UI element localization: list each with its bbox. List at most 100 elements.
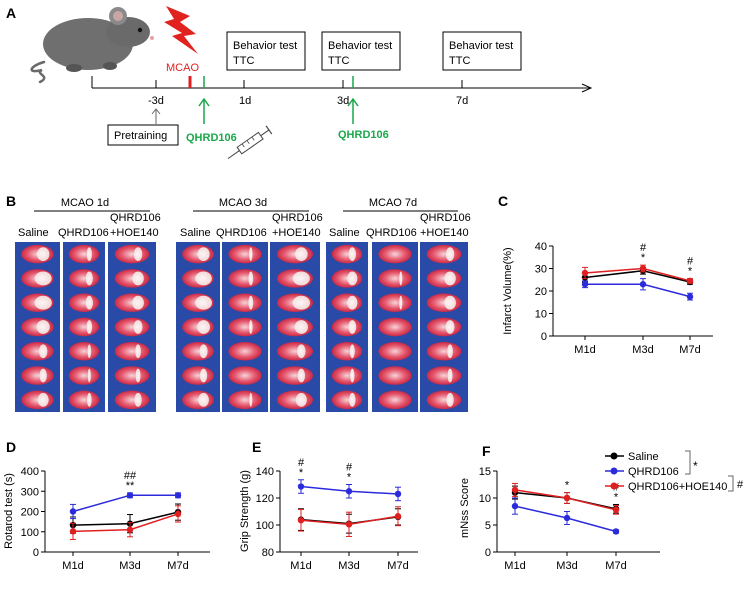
- y-tick-label: 15: [479, 466, 491, 478]
- data-point: [581, 269, 589, 277]
- panel-label-c: C: [498, 193, 508, 209]
- brain-slice: [21, 390, 54, 410]
- brain-slice: [426, 390, 462, 410]
- infarct-area: [195, 271, 212, 286]
- brain-slice: [228, 293, 262, 312]
- infarct-area: [348, 320, 357, 334]
- infarct-area: [85, 295, 93, 310]
- x-tick-label: M7d: [387, 560, 408, 572]
- brain-slice: [331, 244, 363, 264]
- brain-slice: [182, 366, 214, 385]
- syringe-icon: [227, 125, 273, 160]
- y-tick-label: 0: [485, 547, 491, 559]
- photo-column-label: QHRD106: [272, 212, 323, 224]
- mcao-label: MCAO: [166, 62, 199, 74]
- infarct-area: [36, 247, 50, 262]
- significance-mark: *: [614, 491, 619, 503]
- behavior-box-1-line2: TTC: [233, 55, 254, 67]
- infarct-area: [399, 295, 403, 310]
- y-tick-label: 300: [21, 486, 39, 498]
- significance-mark: #: [687, 256, 694, 268]
- infarct-area: [34, 271, 52, 286]
- panel-label-e: E: [252, 439, 261, 455]
- day-1: 1d: [239, 95, 251, 107]
- data-point: [394, 513, 402, 520]
- data-point: [612, 528, 620, 535]
- brain-slice: [228, 342, 262, 361]
- data-point: [126, 492, 134, 499]
- data-point: [394, 490, 402, 498]
- photo-column-label: QHRD106: [58, 227, 109, 239]
- brain-slice: [114, 317, 150, 337]
- photo-column-label: +HOE140: [420, 227, 469, 239]
- infarct-area: [199, 344, 208, 359]
- legend-marker-combo: [610, 482, 618, 490]
- x-tick-label: M1d: [574, 344, 595, 356]
- behavior-box-1-line1: Behavior test: [233, 40, 297, 52]
- infarct-area: [86, 320, 93, 334]
- brain-slice: [331, 342, 363, 361]
- y-tick-label: 0: [33, 547, 39, 559]
- infarct-area: [297, 368, 306, 383]
- significance-mark: *: [347, 472, 352, 484]
- infarct-area: [132, 295, 144, 310]
- panel-label-a: A: [6, 5, 16, 21]
- infarct-area: [295, 392, 307, 407]
- x-tick-label: M7d: [605, 560, 626, 572]
- drug-label-1: QHRD106: [186, 132, 237, 144]
- infarct-area: [347, 295, 358, 310]
- infarct-area: [349, 344, 355, 359]
- data-point: [511, 502, 519, 510]
- pretraining-box: [107, 124, 179, 146]
- data-point: [639, 281, 647, 288]
- series-line: [72, 494, 178, 513]
- data-point: [639, 265, 647, 272]
- brain-slice: [68, 293, 100, 312]
- data-point: [686, 293, 694, 300]
- brain-slice: [228, 390, 262, 410]
- series-line: [584, 267, 691, 282]
- brain-slice: [277, 390, 313, 410]
- brain-slice: [228, 269, 262, 288]
- infarct-area: [198, 392, 209, 407]
- legend-sig-star: *: [693, 459, 698, 473]
- x-tick-label: M1d: [504, 560, 525, 572]
- brain-slice: [68, 366, 100, 385]
- y-tick-label: 120: [256, 493, 274, 505]
- brain-slice: [114, 293, 150, 312]
- infarct-area: [292, 271, 310, 286]
- data-point: [612, 506, 620, 514]
- y-tick-label: 100: [21, 527, 39, 539]
- infarct-area: [86, 392, 92, 407]
- brain-slice: [426, 317, 462, 337]
- legend-bracket-1: [685, 450, 691, 475]
- data-point: [345, 521, 353, 528]
- legend-marker-saline: [610, 452, 618, 460]
- brain-slice: [228, 366, 262, 385]
- data-point: [563, 494, 571, 502]
- infarct-area: [38, 344, 48, 359]
- behavior-box-3-line1: Behavior test: [449, 40, 513, 52]
- y-tick-label: 40: [535, 241, 547, 253]
- y-tick-label: 80: [262, 547, 274, 559]
- infarct-area: [134, 392, 142, 407]
- photo-column-label: QHRD106: [110, 212, 161, 224]
- data-point: [511, 486, 519, 494]
- brain-slice: [114, 244, 150, 264]
- panel-label-d: D: [6, 439, 16, 455]
- brain-slice: [68, 269, 100, 288]
- brain-slice: [426, 293, 462, 312]
- infarct-area: [135, 344, 141, 359]
- mouse-illustration: [30, 7, 154, 84]
- brain-slice: [426, 269, 462, 288]
- x-tick-label: M3d: [119, 560, 140, 572]
- infarct-area: [87, 368, 91, 383]
- brain-slice: [114, 342, 150, 361]
- photo-group-title: MCAO 1d: [61, 197, 109, 209]
- drug-arrow-2-icon: [347, 97, 359, 124]
- infarct-area: [444, 271, 456, 286]
- significance-mark: #: [346, 462, 353, 474]
- y-tick-label: 200: [21, 507, 39, 519]
- infarct-area: [249, 392, 253, 407]
